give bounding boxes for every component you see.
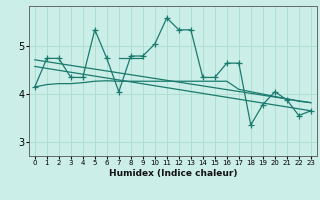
X-axis label: Humidex (Indice chaleur): Humidex (Indice chaleur)	[108, 169, 237, 178]
